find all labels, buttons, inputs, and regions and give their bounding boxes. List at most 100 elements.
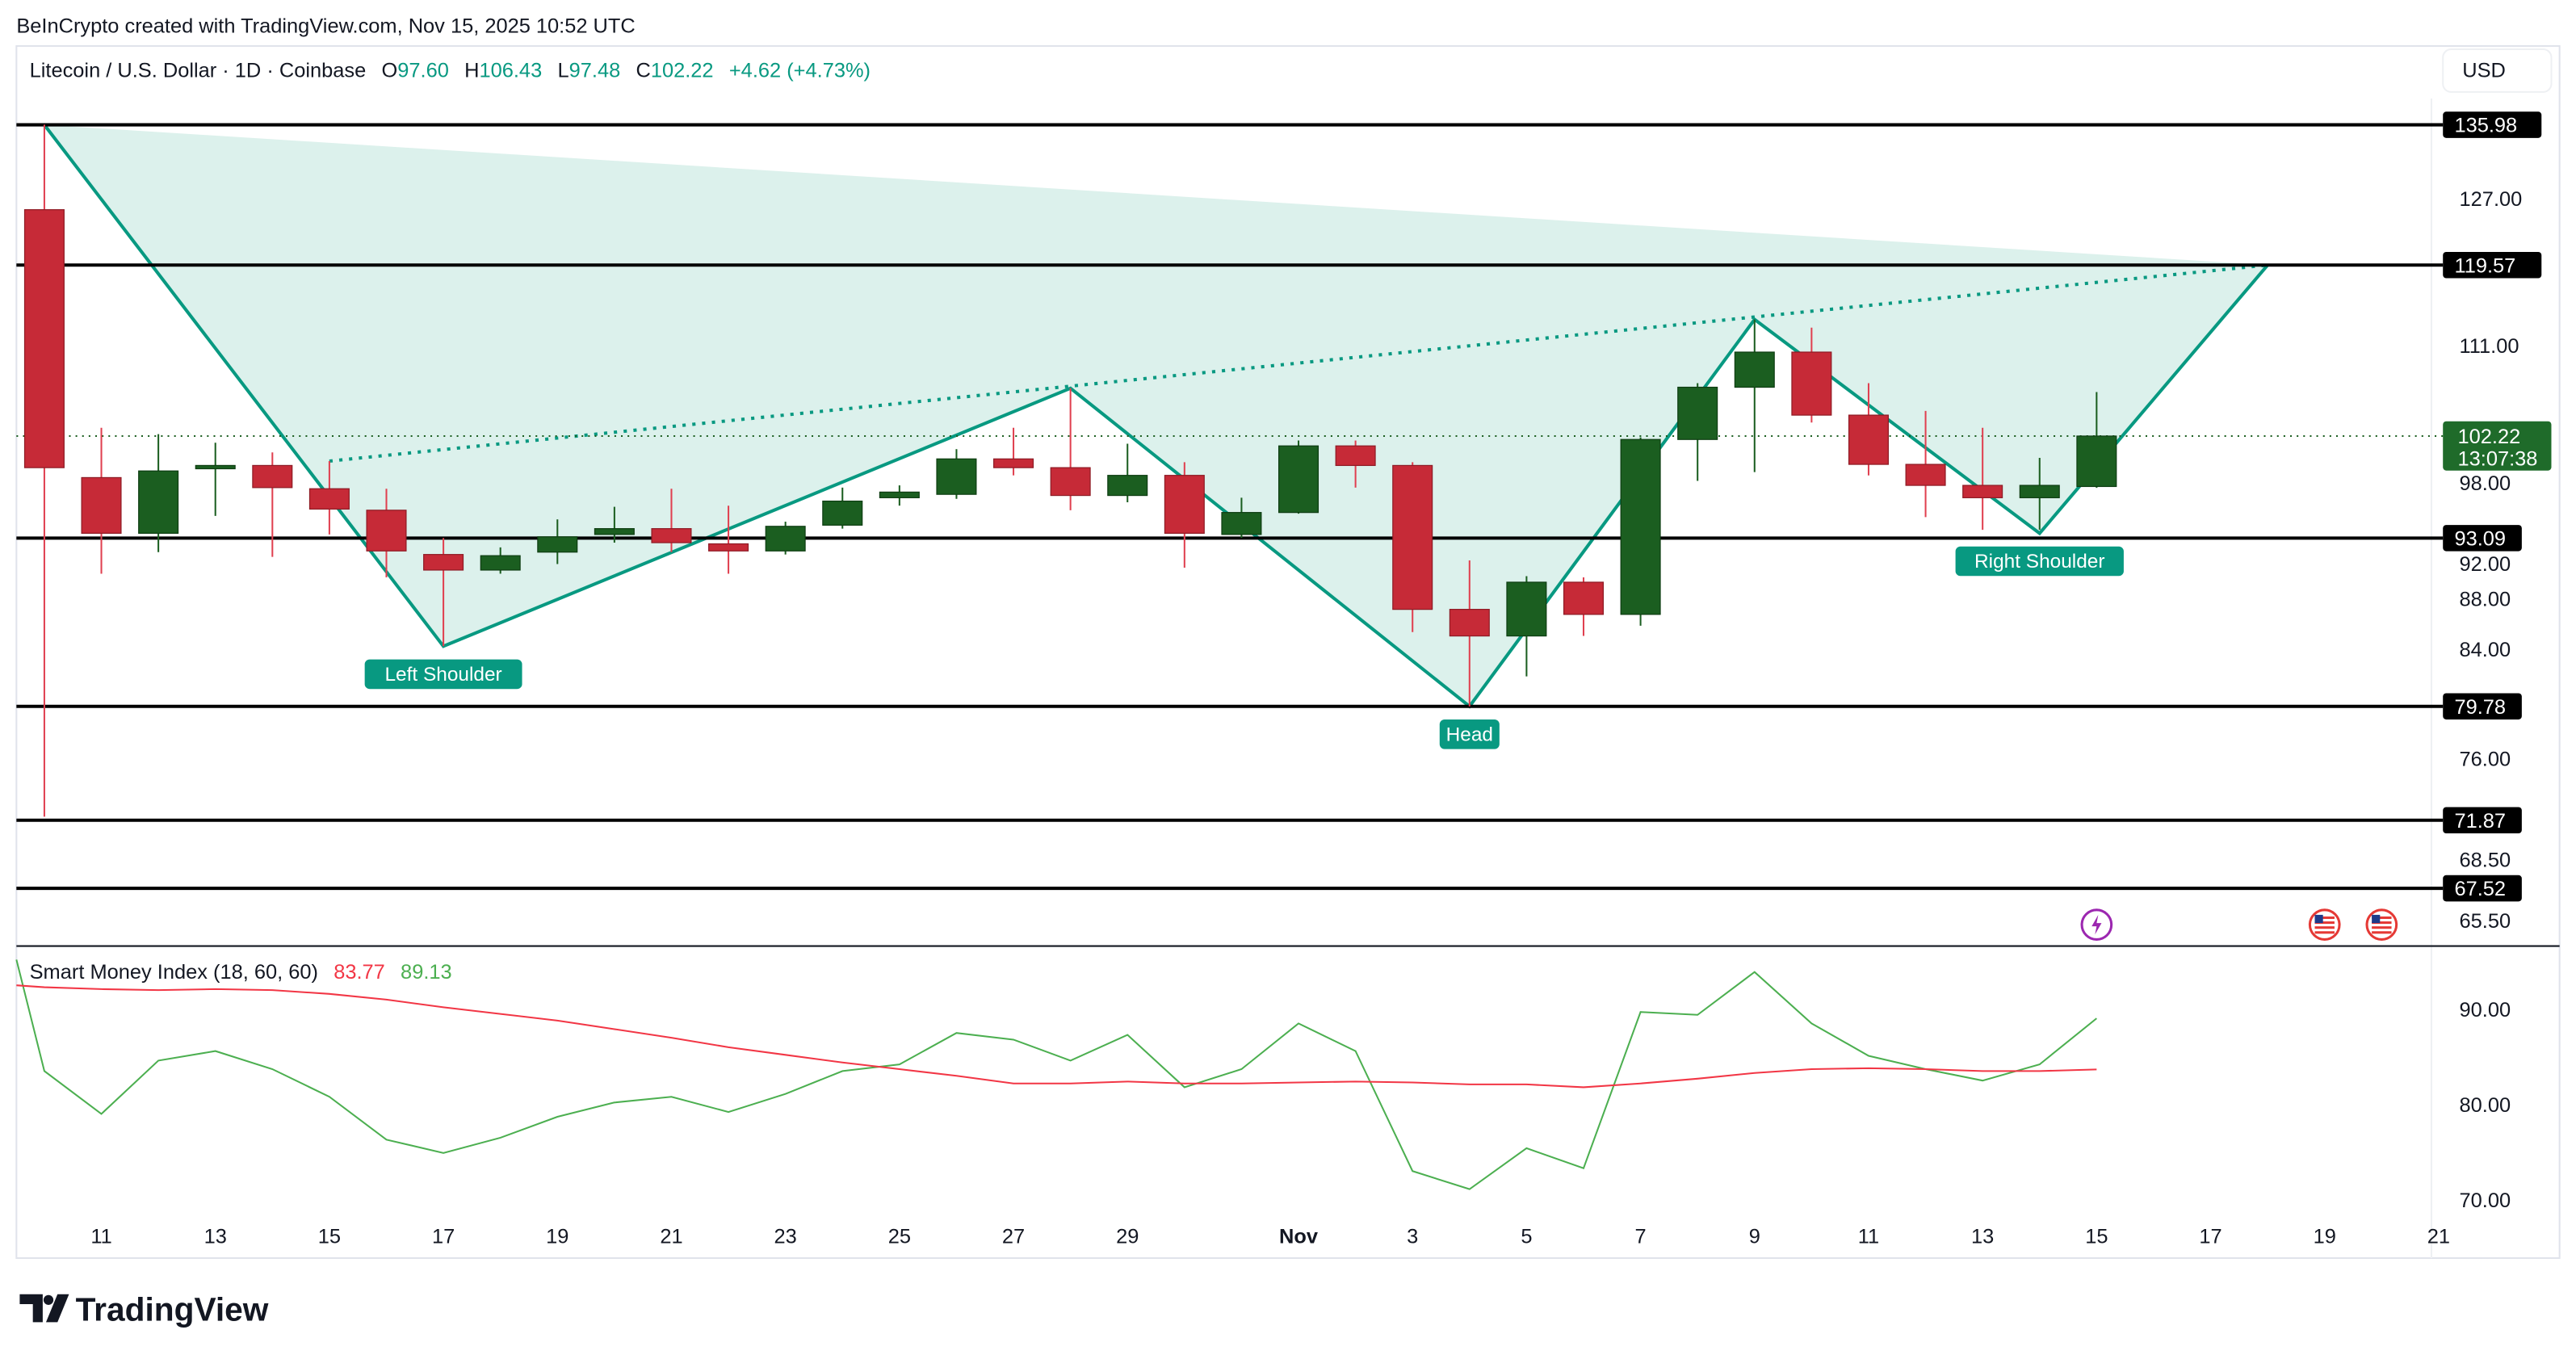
time-tick-label: 29 [1116, 1226, 1139, 1248]
candle-body [81, 476, 122, 535]
candle-body [1905, 464, 1946, 486]
candle-body [765, 526, 806, 552]
candle [423, 538, 464, 647]
price-tick-label: 84.00 [2460, 639, 2511, 661]
candle-body [23, 209, 65, 468]
pattern-label: Head [1446, 724, 1493, 745]
smi-title: Smart Money Index (18, 60, 60) [30, 961, 318, 984]
time-tick-label: 17 [432, 1226, 455, 1248]
signal-line [16, 984, 2097, 1089]
candle [1791, 327, 1832, 423]
flag-stripe [2314, 921, 2335, 925]
candle [1677, 383, 1718, 481]
smi-legend: Smart Money Index (18, 60, 60) 83.77 89.… [30, 961, 452, 984]
candle [651, 489, 692, 552]
pattern-fill [44, 124, 2268, 707]
level-price-tag [2443, 693, 2522, 720]
candle [1449, 560, 1490, 707]
level-price-label: 93.09 [2454, 528, 2506, 551]
time-tick-label: 9 [1749, 1226, 1760, 1248]
candle-body [594, 528, 635, 535]
candle [366, 489, 407, 577]
candle [23, 124, 65, 817]
time-tick-label: 11 [1858, 1226, 1879, 1248]
price-tick-label: 65.50 [2460, 910, 2511, 933]
candle [1848, 383, 1889, 476]
candle-body [1734, 351, 1775, 388]
time-tick-label: 15 [2085, 1226, 2108, 1248]
candle-body [1620, 438, 1661, 615]
smi-tick-label: 90.00 [2460, 999, 2511, 1021]
candle [81, 427, 122, 574]
symbol-legend[interactable]: Litecoin / U.S. Dollar · 1D · Coinbase O… [30, 60, 871, 82]
flag-stripe [2372, 931, 2392, 934]
candle-body [537, 536, 578, 553]
candle-body [2076, 435, 2117, 488]
smi-tick-label: 70.00 [2460, 1189, 2511, 1212]
candle [594, 506, 635, 543]
high-label: H [464, 60, 479, 82]
candle [308, 461, 350, 535]
open-label: O [382, 60, 398, 82]
logo-dot [43, 1294, 54, 1305]
flag-stripe [2372, 926, 2392, 929]
currency-button[interactable]: USD [2442, 48, 2553, 93]
smi-tick-label: 80.00 [2460, 1094, 2511, 1117]
level-price-label: 67.52 [2454, 878, 2506, 900]
time-tick-label: 25 [888, 1226, 911, 1248]
flag-stripe [2314, 926, 2335, 929]
change-value: +4.62 (+4.73%) [729, 60, 871, 82]
pattern-label-bg [1955, 546, 2124, 577]
level-price-label: 119.57 [2454, 254, 2515, 277]
flag-stripe [2372, 921, 2392, 925]
candle-body [1449, 609, 1490, 637]
candle-body [1107, 475, 1148, 497]
time-tick-label: 11 [90, 1226, 111, 1248]
candle-body [1506, 581, 1547, 637]
time-tick-label: 15 [318, 1226, 341, 1248]
pattern-label: Right Shoulder [1974, 551, 2104, 573]
high-value: 106.43 [479, 60, 542, 82]
candle [1620, 437, 1661, 626]
candle-body [1278, 445, 1319, 514]
flag-stripe [2314, 931, 2335, 934]
signal-value: 83.77 [334, 961, 385, 984]
countdown-label: 13:07:38 [2458, 448, 2538, 471]
brand-name: TradingView [76, 1290, 269, 1328]
candle [708, 506, 749, 574]
candle [1392, 462, 1433, 632]
candle [1050, 388, 1091, 510]
level-price-tag [2443, 111, 2542, 138]
candle [936, 449, 977, 499]
candle-body [1164, 475, 1205, 535]
candle [1335, 440, 1376, 488]
time-tick-label: 21 [660, 1226, 682, 1248]
candle-body [2019, 485, 2060, 498]
lightning-icon [2080, 908, 2113, 941]
candle-body [480, 555, 521, 571]
candle-body [993, 458, 1034, 468]
pattern-label: Left Shoulder [384, 664, 501, 686]
time-tick-label: 17 [2199, 1226, 2221, 1248]
time-tick-label: 23 [774, 1226, 797, 1248]
candle [879, 485, 920, 506]
price-pane[interactable]: 127.00 111.00 98.00 92.00 88.00 84.00 76.00 68.… [16, 111, 2552, 941]
candle-body [1848, 414, 1889, 465]
pattern-label-bg [364, 659, 522, 690]
price-tick-label: 68.50 [2460, 849, 2511, 872]
pattern-label-bg [1439, 719, 1500, 749]
candle [1164, 462, 1205, 568]
time-axis[interactable]: 11 13 15 17 19 21 23 25 27 29 Nov 3 5 7 9 11 13 15 17 19 21 [90, 1226, 2450, 1248]
flag-canton [2372, 914, 2381, 924]
candle [195, 443, 236, 516]
low-value: 97.48 [569, 60, 621, 82]
price-tick-label: 98.00 [2460, 472, 2511, 495]
candle-body [822, 500, 863, 526]
candle [1734, 319, 1775, 472]
time-tick-label: 19 [546, 1226, 568, 1248]
level-price-label: 71.87 [2454, 810, 2506, 833]
smi-pane[interactable]: Smart Money Index (18, 60, 60) 83.77 89.… [15, 959, 2511, 1212]
open-value: 97.60 [397, 60, 449, 82]
candle [822, 487, 863, 529]
